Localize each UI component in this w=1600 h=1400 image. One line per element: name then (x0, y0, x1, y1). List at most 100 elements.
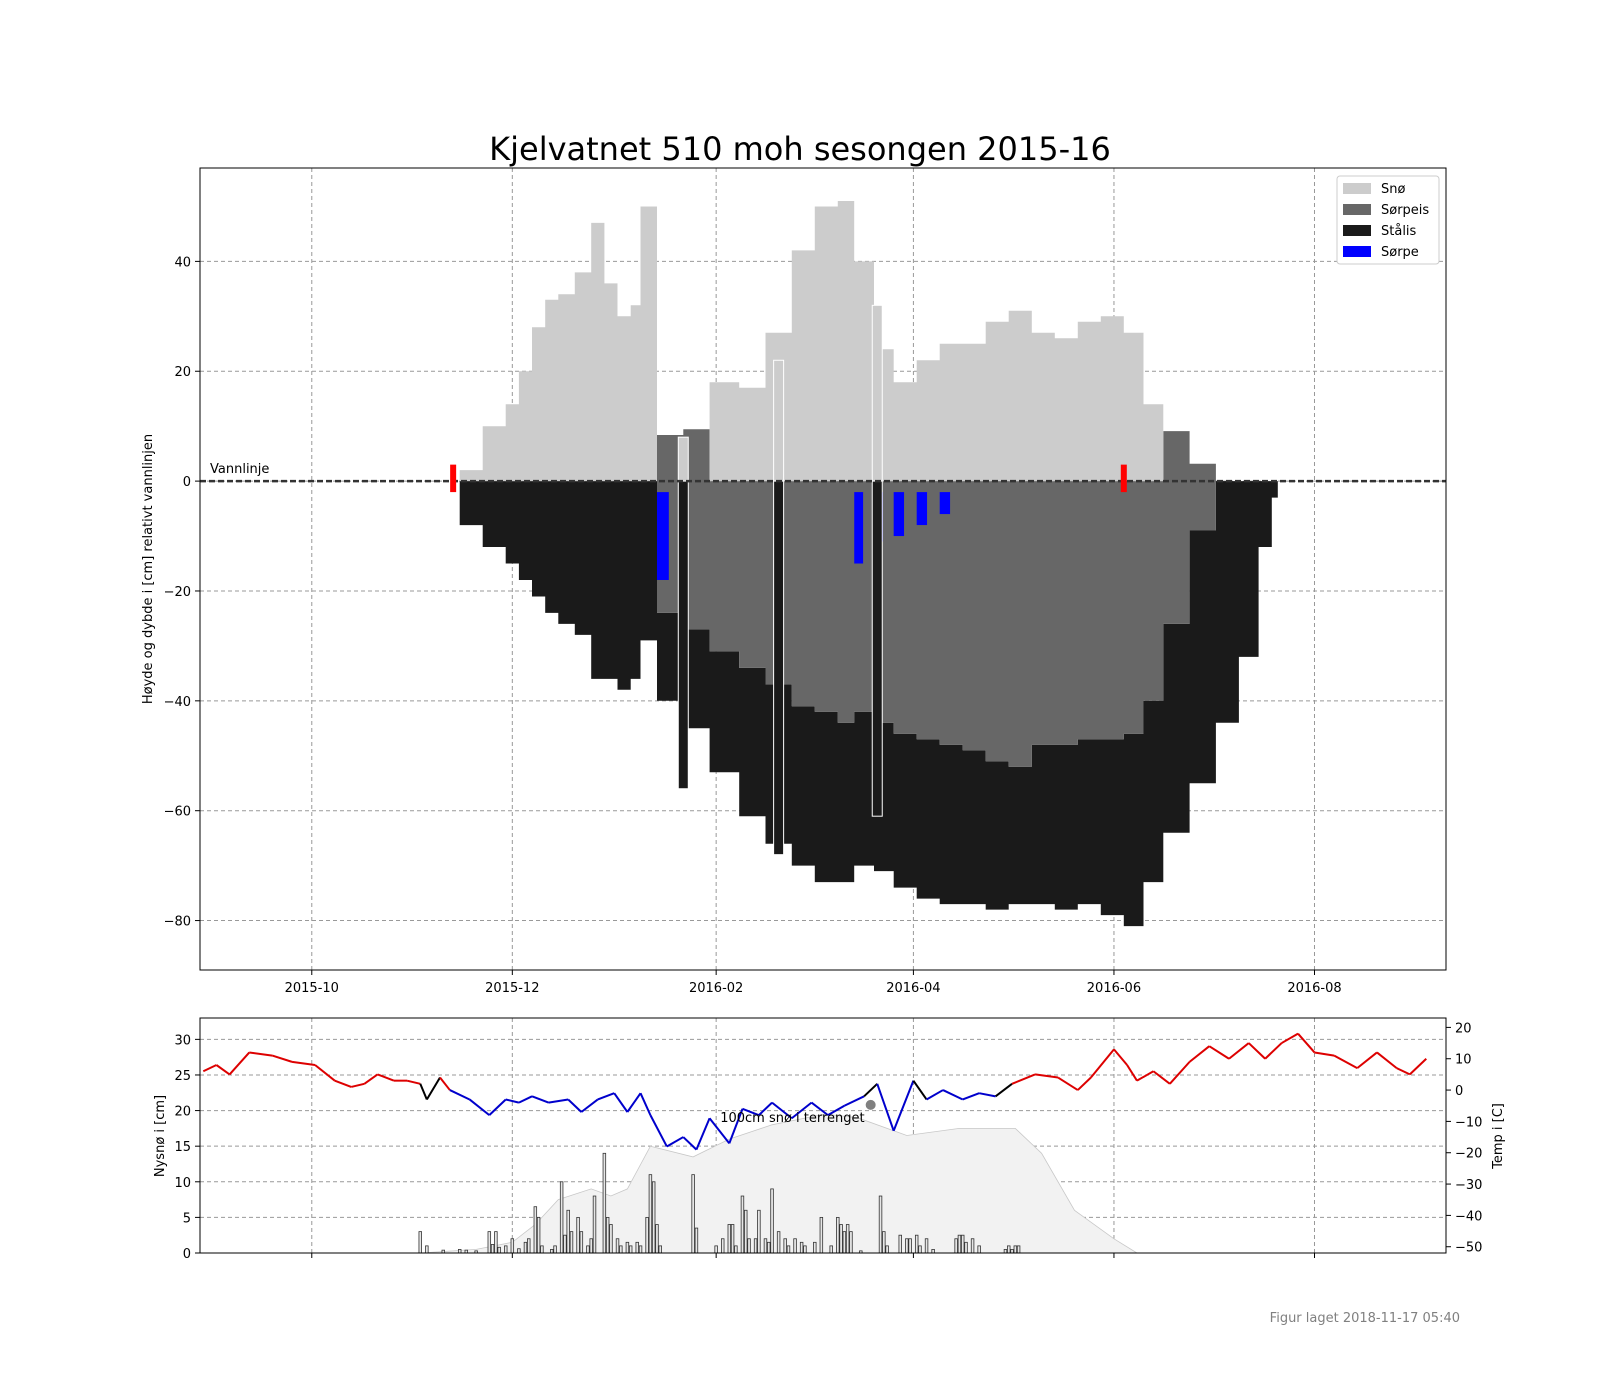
temperature-segment (978, 1092, 996, 1098)
temperature-segment (892, 1080, 915, 1132)
new-snow-bar (418, 1231, 422, 1254)
temperature-segment (1356, 1051, 1378, 1069)
temperature-segment (1188, 1045, 1210, 1063)
temperature-segment (1396, 1067, 1411, 1076)
new-snow-bar (566, 1209, 570, 1254)
temperature-segment (419, 1083, 428, 1100)
new-snow-bar (740, 1195, 745, 1254)
temperature-segment (666, 1136, 684, 1148)
legend: Snø Sørpeis Stålis Sørpe (1336, 175, 1440, 265)
new-snow-bar (961, 1234, 965, 1254)
ice-y-axis-label: Høyde og dybde i [cm] relativt vannlinje… (141, 434, 156, 704)
y-tick-label: 20 (174, 365, 191, 380)
temperature-segment (649, 1114, 668, 1147)
waterline-label: Vannlinje (210, 462, 269, 477)
new-snow-bar (645, 1216, 649, 1254)
ice-layers (459, 201, 1278, 927)
temperature-segment (249, 1051, 273, 1057)
snow-plot-frame (199, 1017, 1447, 1254)
temperature-segment (810, 1101, 829, 1116)
slush-segment (939, 492, 951, 515)
temperature-line (202, 1032, 1427, 1151)
temperature-segment (1333, 1054, 1358, 1070)
temperature-segment (1077, 1076, 1092, 1091)
new-snow-bar (540, 1245, 544, 1254)
new-snow-bar (783, 1238, 787, 1254)
new-snow-bar (563, 1234, 567, 1254)
y-tick-label: 0 (183, 475, 191, 490)
snow-depth-annotation-text: 100cm snø i terrenget (720, 1111, 864, 1126)
new-snow-bar (592, 1195, 597, 1254)
temperature-segment (1208, 1045, 1230, 1060)
legend-label: Stålis (1381, 224, 1417, 239)
slush-segment (854, 492, 864, 564)
new-snow-bar (914, 1234, 919, 1254)
ice-on-marker (450, 464, 457, 493)
new-snow-bar (655, 1224, 659, 1254)
chart-title: Kjelvatnet 510 moh sesongen 2015-16 (489, 130, 1111, 168)
new-snow-bar (799, 1241, 804, 1254)
new-snow-bar (977, 1245, 981, 1254)
ice-y-axis: −80 −60 −40 −20 0 20 40 (164, 255, 200, 930)
temperature-segment (682, 1136, 698, 1151)
new-snow-bar (954, 1238, 958, 1254)
new-snow-bar (504, 1245, 508, 1254)
y-tick-label: 10 (174, 1176, 191, 1191)
y2-tick-label: 0 (1455, 1084, 1463, 1099)
new-snow-bar (931, 1249, 935, 1254)
temperature-segment (1248, 1042, 1266, 1060)
legend-swatch (1343, 246, 1371, 257)
ice-profile-plot: Vannlinje 2015-10 2015-12 2016-02 2016-04 20… (141, 167, 1447, 996)
ice-x-axis: 2015-10 2015-12 2016-02 2016-04 2016-06 2016-… (285, 970, 1342, 996)
temperature-segment (1113, 1048, 1128, 1066)
new-snow-bar (753, 1238, 758, 1254)
temperature-segment (1297, 1033, 1316, 1054)
y2-tick-label: 20 (1455, 1021, 1472, 1036)
temperature-segment (1152, 1070, 1171, 1085)
new-snow-bar (819, 1216, 824, 1254)
temperature-segment (334, 1079, 352, 1088)
temperature-segment (505, 1098, 520, 1104)
temperature-segment (1126, 1064, 1138, 1082)
temperature-segment (439, 1076, 451, 1091)
temperature-segment (639, 1092, 652, 1116)
measurement-snow (871, 304, 883, 482)
snow-y-axis: 0 5 10 15 20 25 30 (174, 1033, 200, 1262)
legend-label: Sørpeis (1381, 203, 1429, 218)
new-snow-bar (1007, 1245, 1011, 1254)
new-snow-bar (744, 1209, 748, 1254)
new-snow-bar (553, 1245, 557, 1254)
temperature-segment (363, 1073, 379, 1085)
temperature-segment (863, 1083, 878, 1098)
temperature-segment (1228, 1042, 1250, 1060)
snow-x-axis (311, 1253, 1315, 1258)
legend-label: Snø (1381, 182, 1405, 197)
new-snow-bar (619, 1245, 623, 1254)
temperature-segment (488, 1098, 507, 1116)
new-snow-bar (957, 1234, 962, 1254)
new-snow-bar (845, 1224, 850, 1254)
temperature-segment (1409, 1058, 1427, 1076)
new-snow-bar (747, 1238, 751, 1254)
new-snow-bar (638, 1245, 643, 1254)
new-snow-bar (527, 1238, 531, 1254)
ice-off-marker (1120, 464, 1127, 493)
new-snow-bar (1003, 1249, 1008, 1254)
temperature-segment (377, 1073, 395, 1082)
temperature-segment (518, 1095, 533, 1104)
new-snow-bar (842, 1231, 847, 1254)
new-snow-bar (694, 1227, 699, 1254)
new-snow-bar (648, 1174, 653, 1254)
temperature-segment (406, 1079, 421, 1085)
measurement-ice (773, 480, 785, 856)
y-tick-label: 40 (174, 255, 191, 270)
x-tick-label: 2016-06 (1087, 981, 1141, 996)
temperature-segment (531, 1095, 549, 1104)
temperature-segment (742, 1107, 760, 1117)
y-tick-label: 20 (174, 1105, 191, 1120)
temperature-segment (728, 1108, 744, 1144)
new-snow-bar (609, 1224, 613, 1254)
temperature-segment (771, 1101, 793, 1120)
new-snow-bar (497, 1246, 501, 1254)
y2-tick-label: 10 (1455, 1053, 1472, 1068)
